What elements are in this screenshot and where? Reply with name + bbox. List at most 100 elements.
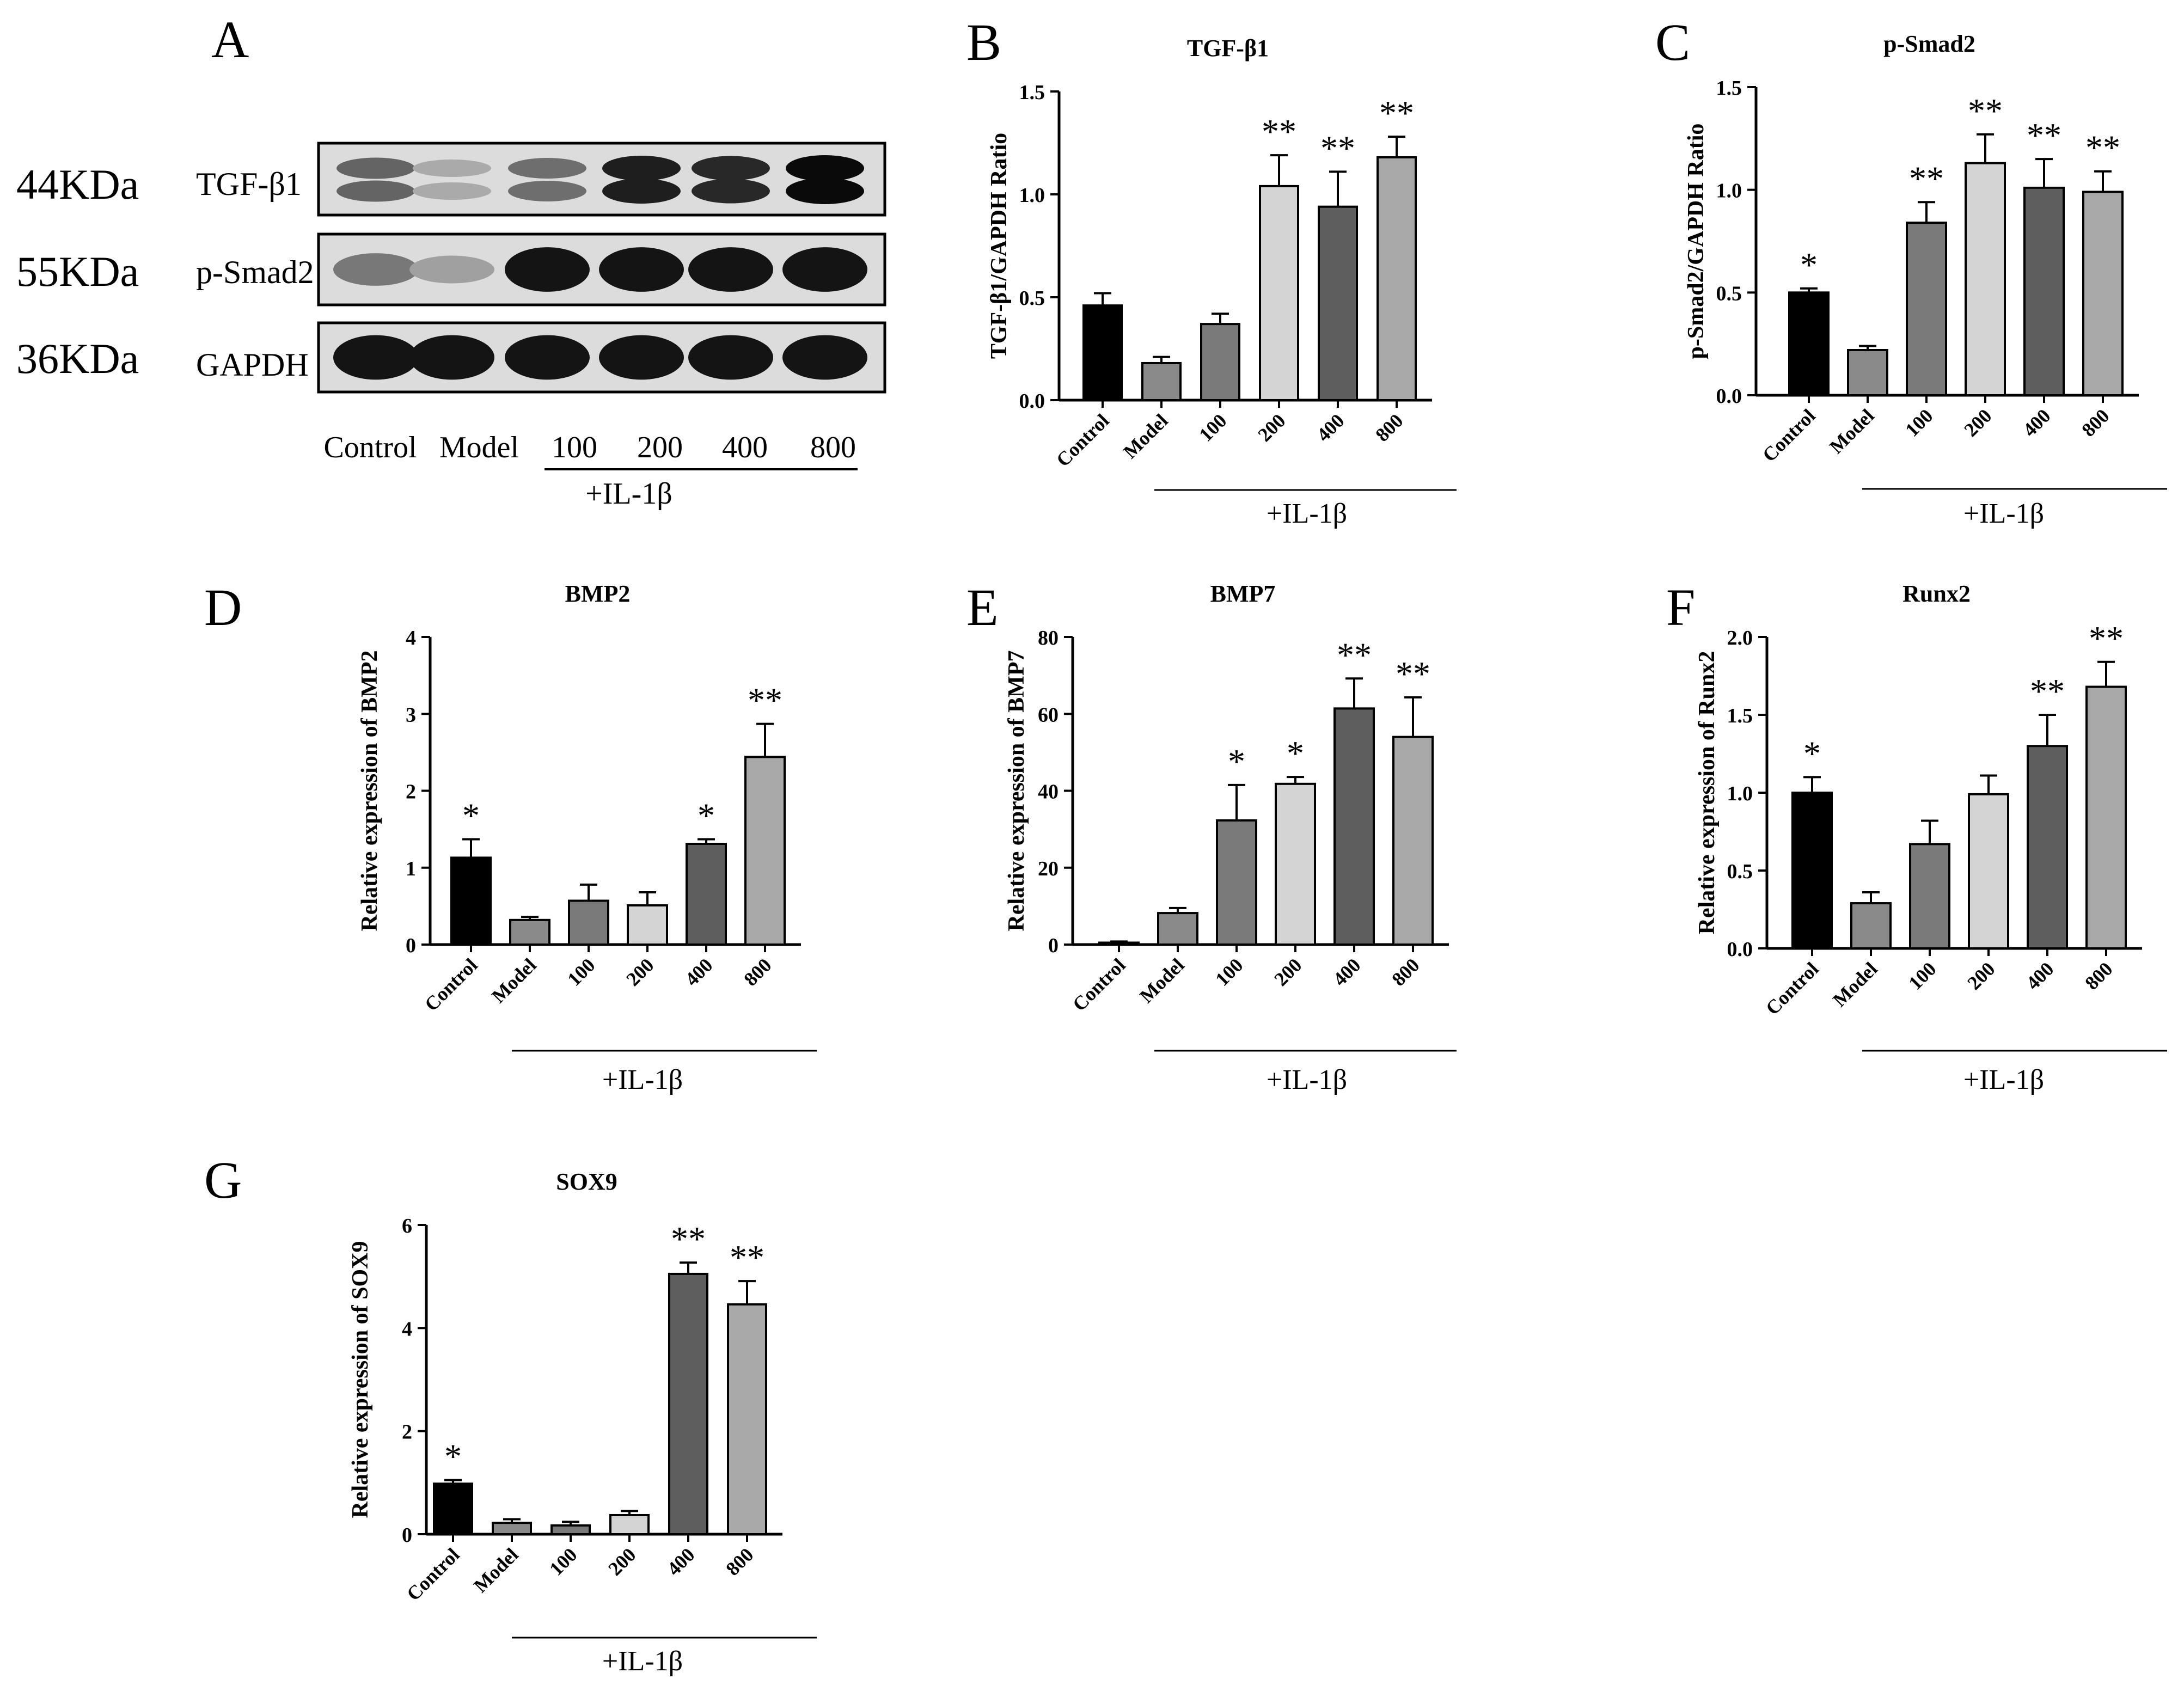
blot-band bbox=[508, 158, 586, 179]
panel-letter: G bbox=[204, 1151, 242, 1209]
significance-marker: * bbox=[1803, 734, 1821, 773]
x-tick-label: Control bbox=[1758, 405, 1820, 466]
x-tick-label: Model bbox=[1135, 954, 1189, 1007]
lane-label: Control bbox=[323, 431, 417, 464]
bar bbox=[492, 1522, 532, 1536]
significance-marker: ** bbox=[1968, 91, 2003, 130]
bar-chart-D: D BMP2 0 1 2 3 4 Relative expression of BMP2 * Co… bbox=[204, 578, 817, 1095]
y-tick-label: 3 bbox=[406, 703, 416, 726]
y-tick-label: 1.5 bbox=[1019, 81, 1045, 104]
group-label: +IL-1β bbox=[1963, 1064, 2044, 1095]
group-label: +IL-1β bbox=[602, 1064, 683, 1095]
blot-band bbox=[333, 253, 418, 286]
blot-row: 36KDa GAPDH bbox=[16, 321, 886, 394]
blot-band bbox=[688, 247, 773, 292]
y-axis-label: Relative expression of BMP2 bbox=[357, 651, 382, 932]
y-tick-label: 1.0 bbox=[1019, 184, 1045, 207]
bar-chart-E: E BMP7 0 20 40 60 80 Relative expression of BMP… bbox=[966, 578, 1457, 1095]
y-tick-label: 2 bbox=[402, 1421, 412, 1444]
bar bbox=[668, 1272, 708, 1536]
y-tick-label: 1.0 bbox=[1727, 782, 1753, 805]
y-tick-label: 0.0 bbox=[1716, 385, 1742, 408]
blot-band bbox=[413, 160, 491, 177]
bar bbox=[550, 1524, 591, 1536]
bar bbox=[2027, 745, 2068, 949]
molecular-weight-label: 55KDa bbox=[16, 248, 139, 295]
bar bbox=[1216, 819, 1257, 946]
blot-band bbox=[786, 155, 864, 181]
blot-band bbox=[692, 179, 770, 204]
significance-marker: * bbox=[444, 1437, 462, 1476]
y-tick-label: 1 bbox=[406, 857, 416, 880]
x-tick-label: 400 bbox=[2018, 405, 2054, 440]
bar bbox=[744, 756, 786, 946]
x-tick-label: Model bbox=[1119, 409, 1172, 463]
chart-title: p-Smad2 bbox=[1883, 30, 1975, 57]
blot-band bbox=[688, 335, 773, 380]
bar bbox=[1909, 843, 1950, 949]
bar bbox=[686, 842, 727, 946]
blot-band bbox=[409, 255, 494, 284]
bar bbox=[1082, 304, 1123, 401]
x-tick-label: 100 bbox=[1211, 954, 1247, 990]
bar bbox=[1847, 348, 1888, 397]
group-label: +IL-1β bbox=[1267, 1064, 1347, 1095]
bar bbox=[1141, 361, 1182, 402]
significance-marker: ** bbox=[1909, 159, 1944, 198]
x-tick-label: 800 bbox=[721, 1543, 757, 1579]
significance-marker: ** bbox=[1379, 94, 1414, 132]
x-tick-label: Model bbox=[1825, 405, 1879, 458]
chart-title: BMP7 bbox=[1210, 580, 1276, 607]
x-tick-label: 800 bbox=[1387, 954, 1423, 990]
blot-band bbox=[599, 247, 684, 292]
bar bbox=[727, 1303, 767, 1535]
y-tick-label: 20 bbox=[1038, 857, 1059, 880]
x-tick-label: 800 bbox=[2077, 405, 2113, 440]
chart-title: SOX9 bbox=[556, 1168, 617, 1195]
x-tick-label: 400 bbox=[663, 1543, 699, 1579]
blot-band bbox=[505, 335, 590, 380]
x-tick-label: Control bbox=[1761, 958, 1823, 1019]
y-tick-label: 60 bbox=[1038, 703, 1059, 726]
x-tick-label: Model bbox=[1828, 958, 1882, 1011]
panel-letter: F bbox=[1666, 578, 1695, 636]
bar bbox=[2085, 685, 2127, 950]
group-label: +IL-1β bbox=[602, 1646, 683, 1677]
y-tick-label: 2 bbox=[406, 781, 416, 804]
y-axis-label: Relative expression of Runx2 bbox=[1694, 651, 1720, 935]
bar bbox=[1788, 291, 1830, 396]
lane-label: 400 bbox=[722, 431, 768, 464]
panel-letter: D bbox=[204, 578, 242, 636]
y-tick-label: 0.5 bbox=[1019, 287, 1045, 310]
y-tick-label: 1.5 bbox=[1727, 704, 1753, 727]
group-label: +IL-1β bbox=[585, 477, 672, 511]
bar bbox=[450, 856, 492, 946]
bar bbox=[1968, 793, 2009, 949]
significance-marker: ** bbox=[1337, 635, 1372, 674]
bar-chart-G: G SOX9 0 2 4 6 Relative expression of SOX9 * Con… bbox=[204, 1151, 817, 1677]
blot-row: 44KDa TGF-β1 bbox=[16, 142, 886, 217]
blot-band bbox=[508, 181, 586, 201]
y-tick-label: 4 bbox=[406, 627, 416, 650]
significance-marker: ** bbox=[1396, 654, 1430, 693]
blot-band bbox=[599, 335, 684, 380]
y-axis-label: Relative expression of SOX9 bbox=[348, 1241, 373, 1518]
significance-marker: * bbox=[1800, 246, 1818, 284]
significance-marker: * bbox=[462, 796, 480, 835]
bar bbox=[568, 899, 609, 946]
bar-chart-F: F Runx2 0.0 0.5 1.0 1.5 2.0 Relative expression… bbox=[1666, 578, 2167, 1095]
bar bbox=[1318, 205, 1358, 401]
bar bbox=[1275, 782, 1316, 946]
group-label: +IL-1β bbox=[1963, 498, 2044, 529]
bar bbox=[433, 1482, 473, 1535]
x-tick-label: 800 bbox=[1371, 409, 1407, 445]
bar bbox=[1333, 707, 1375, 946]
blot-band bbox=[782, 247, 867, 292]
panel-letter: E bbox=[966, 578, 999, 636]
significance-marker: ** bbox=[748, 681, 782, 720]
blot-band bbox=[602, 156, 681, 181]
y-axis-label: p-Smad2/GAPDH Ratio bbox=[1684, 124, 1709, 359]
y-tick-label: 0.5 bbox=[1716, 282, 1742, 305]
bar bbox=[627, 904, 668, 946]
x-tick-label: 400 bbox=[1312, 409, 1348, 445]
